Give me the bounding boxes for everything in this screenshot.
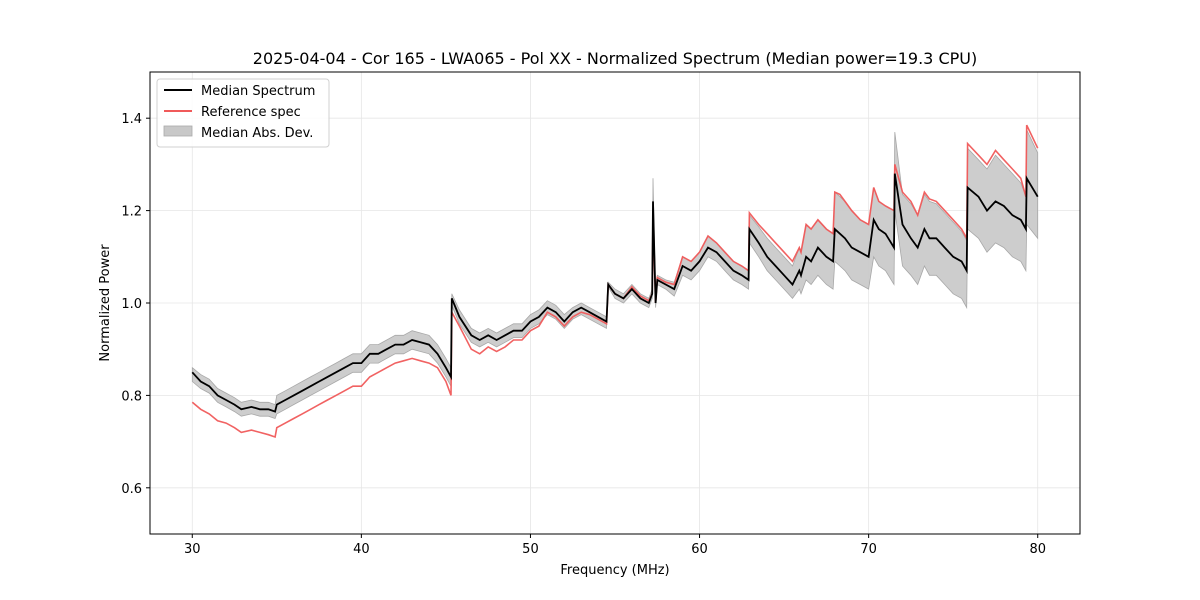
x-tick-label: 50 xyxy=(522,542,539,557)
median-spectrum-line xyxy=(191,173,1039,413)
y-axis-title: Normalized Power xyxy=(98,244,113,362)
mad-band xyxy=(191,129,1039,420)
x-axis: 30 40 50 60 70 80 xyxy=(184,534,1046,557)
legend-label-mad: Median Abs. Dev. xyxy=(201,126,313,141)
x-tick-label: 60 xyxy=(691,542,708,557)
y-axis: 0.6 0.8 1.0 1.2 1.4 xyxy=(121,112,150,497)
x-tick-label: 70 xyxy=(860,542,877,557)
legend-swatch-mad xyxy=(163,125,193,137)
x-tick-label: 80 xyxy=(1029,542,1046,557)
legend-label-reference: Reference spec xyxy=(201,105,301,120)
y-tick-label: 1.2 xyxy=(121,205,142,220)
x-tick-label: 40 xyxy=(353,542,370,557)
mad-band-layer xyxy=(191,129,1039,420)
legend-box xyxy=(156,78,330,148)
y-tick-label: 1.0 xyxy=(121,297,142,312)
x-axis-title: Frequency (MHz) xyxy=(560,563,669,578)
chart-title: 2025-04-04 - Cor 165 - LWA065 - Pol XX -… xyxy=(253,49,977,68)
legend: Median Spectrum Reference spec Median Ab… xyxy=(156,78,330,148)
y-tick-label: 0.8 xyxy=(121,389,142,404)
x-tick-label: 30 xyxy=(184,542,201,557)
y-tick-label: 1.4 xyxy=(121,112,142,127)
legend-label-median: Median Spectrum xyxy=(201,84,315,99)
y-tick-label: 0.6 xyxy=(121,482,142,497)
series-layer xyxy=(191,124,1039,439)
